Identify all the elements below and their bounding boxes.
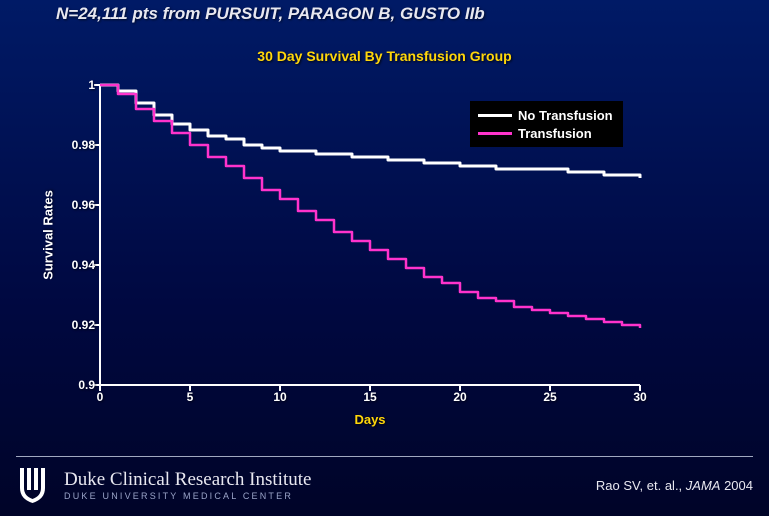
institute-text: Duke Clinical Research Institute DUKE UN… xyxy=(64,469,311,501)
legend-item-transfusion: Transfusion xyxy=(478,124,613,142)
chart-legend: No Transfusion Transfusion xyxy=(470,101,623,147)
legend-label: No Transfusion xyxy=(518,108,613,123)
slide-subtitle: N=24,111 pts from PURSUIT, PARAGON B, GU… xyxy=(56,4,485,24)
slide-footer: Duke Clinical Research Institute DUKE UN… xyxy=(16,466,753,504)
duke-shield-icon xyxy=(16,466,54,504)
x-tick-label: 20 xyxy=(453,390,466,404)
citation-suffix: 2004 xyxy=(720,478,753,493)
x-tick-label: 25 xyxy=(543,390,556,404)
institute-name: Duke Clinical Research Institute xyxy=(64,469,311,491)
x-tick-label: 15 xyxy=(363,390,376,404)
institute-block: Duke Clinical Research Institute DUKE UN… xyxy=(16,466,311,504)
citation: Rao SV, et. al., JAMA 2004 xyxy=(596,478,753,493)
legend-item-no-transfusion: No Transfusion xyxy=(478,106,613,124)
x-tick-label: 5 xyxy=(187,390,194,404)
y-tick-label: 0.92 xyxy=(72,318,95,332)
y-tick-label: 0.9 xyxy=(78,378,95,392)
x-tick-label: 0 xyxy=(97,390,104,404)
x-tick-label: 30 xyxy=(633,390,646,404)
institute-subname: DUKE UNIVERSITY MEDICAL CENTER xyxy=(64,491,311,501)
y-tick-label: 0.94 xyxy=(72,258,95,272)
y-tick-label: 1 xyxy=(88,78,95,92)
x-tick-label: 10 xyxy=(273,390,286,404)
legend-label: Transfusion xyxy=(518,126,592,141)
legend-swatch xyxy=(478,114,512,117)
legend-swatch xyxy=(478,132,512,135)
y-tick-label: 0.98 xyxy=(72,138,95,152)
y-axis-label: Survival Rates xyxy=(41,190,56,280)
citation-journal: JAMA xyxy=(686,478,721,493)
x-axis-label: Days xyxy=(354,412,385,427)
chart-title: 30 Day Survival By Transfusion Group xyxy=(0,48,769,64)
footer-divider xyxy=(16,456,753,457)
y-tick-label: 0.96 xyxy=(72,198,95,212)
citation-prefix: Rao SV, et. al., xyxy=(596,478,686,493)
